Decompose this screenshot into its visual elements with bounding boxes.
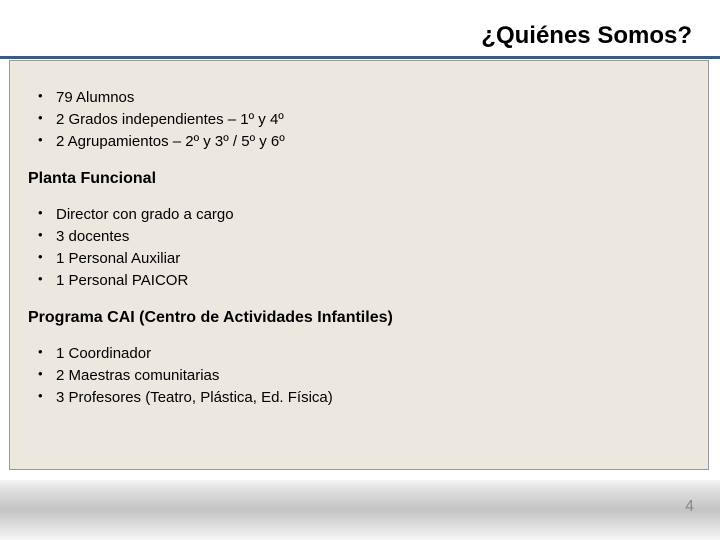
list-item: 1 Personal PAICOR bbox=[28, 270, 690, 292]
title-underline bbox=[0, 56, 720, 59]
list-item: 1 Coordinador bbox=[28, 343, 690, 365]
content-panel: 79 Alumnos 2 Grados independientes – 1º … bbox=[9, 60, 709, 470]
list-item: 2 Agrupamientos – 2º y 3º / 5º y 6º bbox=[28, 131, 690, 153]
list-item: Director con grado a cargo bbox=[28, 204, 690, 226]
list-item: 3 docentes bbox=[28, 226, 690, 248]
list-item: 79 Alumnos bbox=[28, 87, 690, 109]
bullet-list-general: 79 Alumnos 2 Grados independientes – 1º … bbox=[28, 87, 690, 152]
list-item: 2 Maestras comunitarias bbox=[28, 365, 690, 387]
title-area: ¿Quiénes Somos? bbox=[481, 22, 692, 50]
slide: ¿Quiénes Somos? 79 Alumnos 2 Grados inde… bbox=[0, 0, 720, 540]
list-item: 1 Personal Auxiliar bbox=[28, 248, 690, 270]
bullet-list-cai: 1 Coordinador 2 Maestras comunitarias 3 … bbox=[28, 343, 690, 408]
bullet-list-planta: Director con grado a cargo 3 docentes 1 … bbox=[28, 204, 690, 291]
section-heading-planta: Planta Funcional bbox=[28, 170, 690, 188]
footer-strip bbox=[0, 480, 720, 540]
list-item: 2 Grados independientes – 1º y 4º bbox=[28, 109, 690, 131]
section-heading-cai: Programa CAI (Centro de Actividades Infa… bbox=[28, 309, 690, 327]
list-item: 3 Profesores (Teatro, Plástica, Ed. Físi… bbox=[28, 387, 690, 409]
page-number: 4 bbox=[685, 498, 694, 516]
page-title: ¿Quiénes Somos? bbox=[481, 22, 692, 50]
